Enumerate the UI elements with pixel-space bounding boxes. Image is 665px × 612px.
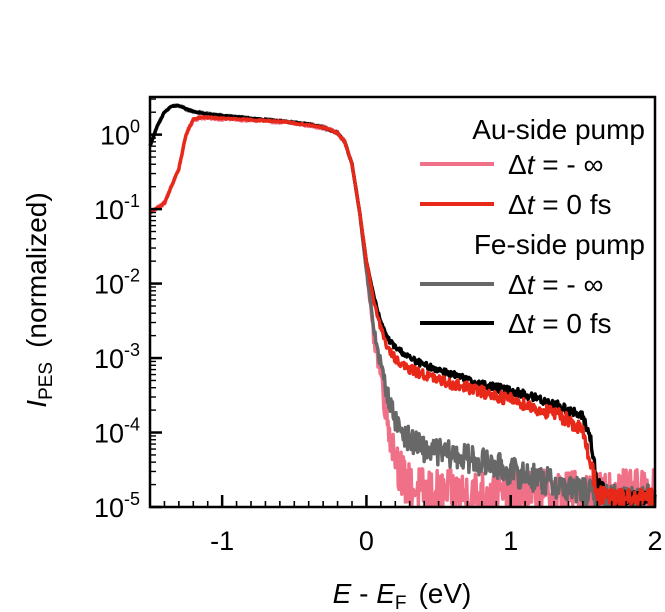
y-axis-title: IPES (normalized) bbox=[21, 192, 57, 407]
y-axis-title-rest: (normalized) bbox=[21, 192, 52, 348]
legend-delta: Δ bbox=[508, 189, 527, 220]
legend-group-title: Au-side pump bbox=[472, 114, 645, 145]
y-tick-label: 10-5 bbox=[94, 489, 140, 523]
y-axis-title-main: I bbox=[21, 400, 52, 408]
x-axis-title-sep: - bbox=[351, 578, 376, 609]
legend-group-title: Fe-side pump bbox=[474, 229, 645, 260]
legend-delta: Δ bbox=[508, 308, 527, 339]
y-tick-label: 10-1 bbox=[94, 191, 140, 225]
series-line-au-zero bbox=[149, 115, 657, 507]
y-axis-title-sub: PES bbox=[36, 362, 57, 400]
x-axis-title-main: E bbox=[333, 578, 352, 609]
y-tick-label: 10-2 bbox=[94, 266, 140, 300]
y-tick-label: 100 bbox=[100, 117, 140, 151]
legend-value: = 0 fs bbox=[534, 308, 611, 339]
legend-var: t bbox=[527, 189, 536, 220]
legend-value: = - ∞ bbox=[534, 149, 603, 180]
legend-value: = - ∞ bbox=[534, 269, 603, 300]
legend-delta: Δ bbox=[508, 149, 527, 180]
legend-label-au-zero: Δt = 0 fs bbox=[508, 189, 612, 220]
legend-label-fe-minus-inf: Δt = - ∞ bbox=[508, 269, 603, 300]
x-tick-label: 1 bbox=[503, 526, 518, 556]
x-axis-title: E - EF (eV) bbox=[333, 578, 472, 612]
legend-label-au-minus-inf: Δt = - ∞ bbox=[508, 149, 603, 180]
legend-value: = 0 fs bbox=[534, 189, 611, 220]
legend-delta: Δ bbox=[508, 269, 527, 300]
legend-label-fe-zero: Δt = 0 fs bbox=[508, 308, 612, 339]
x-tick-label: 0 bbox=[359, 526, 374, 556]
x-axis-title-sub-main: E bbox=[376, 578, 395, 609]
series-layer bbox=[148, 103, 657, 507]
x-axis-title-unit: (eV) bbox=[418, 578, 471, 609]
y-tick-label: 10-3 bbox=[94, 340, 140, 374]
legend-var: t bbox=[527, 149, 536, 180]
plot-frame bbox=[148, 95, 657, 509]
x-tick-label: -1 bbox=[210, 526, 234, 556]
legend: Au-side pump Δt = - ∞ Δt = 0 fs Fe-side … bbox=[420, 114, 645, 339]
x-axis-title-sub: F bbox=[395, 593, 407, 612]
legend-var: t bbox=[527, 269, 536, 300]
axis-ticks: -1 0 1 2 100 10-1 10-2 10-3 10-4 10-5 bbox=[94, 98, 663, 556]
legend-var: t bbox=[527, 308, 536, 339]
x-tick-label: 2 bbox=[647, 526, 662, 556]
y-tick-label: 10-4 bbox=[94, 415, 140, 449]
